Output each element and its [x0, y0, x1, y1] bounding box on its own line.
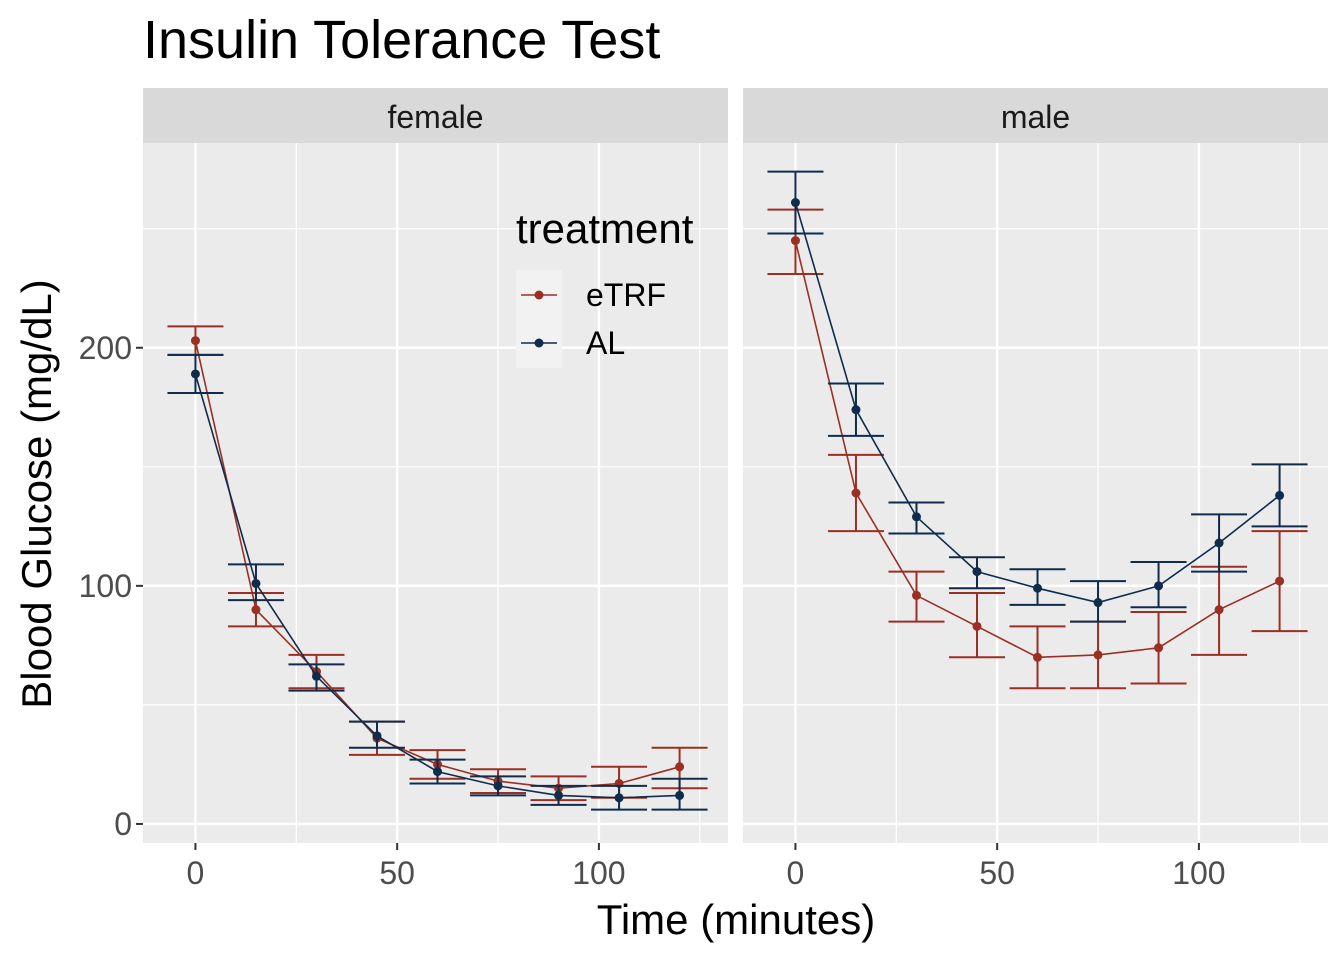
- x-tick-label: 0: [187, 855, 205, 891]
- series-al-female: [167, 353, 708, 811]
- data-point-etrf: [251, 605, 261, 615]
- data-point-al: [433, 767, 443, 777]
- series-al-male: [767, 170, 1308, 623]
- facet-label-male: male: [1001, 99, 1070, 135]
- legend-key-point: [534, 338, 544, 348]
- data-point-al: [1093, 598, 1103, 608]
- y-axis-title: Blood Glucose (mg/dL): [13, 279, 60, 709]
- facet-strip-female: [143, 88, 728, 143]
- x-tick-label: 100: [572, 855, 625, 891]
- data-point-al: [851, 405, 861, 415]
- data-point-al: [1154, 581, 1164, 591]
- data-point-al: [614, 793, 624, 803]
- series-etrf-male: [767, 208, 1308, 690]
- data-point-etrf: [1033, 652, 1043, 662]
- facet-panel-female: female 0 50 100 0 100 200: [79, 88, 728, 891]
- data-point-al: [251, 578, 261, 588]
- data-point-etrf: [1214, 605, 1224, 615]
- facet-panels: female 0 50 100 0 100 200 male 0 50 100: [79, 88, 1328, 891]
- legend-entry-al: AL: [521, 325, 625, 361]
- data-point-al: [1214, 538, 1224, 548]
- data-point-etrf: [972, 621, 982, 631]
- legend-key-background: [516, 270, 562, 368]
- x-tick-label: 0: [787, 855, 805, 891]
- data-point-al: [1275, 490, 1285, 500]
- panel-background: [143, 143, 728, 843]
- data-point-etrf: [190, 336, 200, 346]
- data-point-al: [493, 781, 503, 791]
- gridlines: [143, 143, 728, 843]
- data-point-al: [190, 369, 200, 379]
- x-tick-label: 50: [979, 855, 1015, 891]
- panel-background: [743, 143, 1328, 843]
- facet-strip-male: [743, 88, 1328, 143]
- legend-label: eTRF: [586, 277, 666, 313]
- facet-label-female: female: [387, 99, 483, 135]
- data-point-al: [554, 790, 564, 800]
- legend: treatment eTRF AL: [516, 205, 694, 368]
- y-tick-label: 0: [114, 806, 132, 842]
- data-point-etrf: [1275, 576, 1285, 586]
- data-point-al: [1033, 583, 1043, 593]
- data-point-al: [675, 790, 685, 800]
- data-point-etrf: [911, 590, 921, 600]
- legend-entry-etrf: eTRF: [521, 277, 666, 313]
- data-point-etrf: [1154, 643, 1164, 653]
- x-tick-label: 100: [1172, 855, 1225, 891]
- data-point-al: [372, 731, 382, 741]
- data-point-etrf: [675, 762, 685, 772]
- legend-title: treatment: [516, 205, 694, 252]
- legend-key-point: [534, 290, 544, 300]
- data-point-etrf: [1093, 650, 1103, 660]
- x-tick-label: 50: [379, 855, 415, 891]
- chart-title: Insulin Tolerance Test: [143, 10, 660, 70]
- data-point-etrf: [790, 236, 800, 246]
- legend-label: AL: [586, 325, 625, 361]
- data-point-al: [911, 512, 921, 522]
- y-tick-label: 200: [79, 330, 132, 366]
- data-point-al: [311, 671, 321, 681]
- y-tick-label: 100: [79, 568, 132, 604]
- x-axis-title: Time (minutes): [597, 896, 875, 943]
- data-point-etrf: [851, 488, 861, 498]
- facet-panel-male: male 0 50 100: [743, 88, 1328, 891]
- data-point-al: [972, 567, 982, 577]
- data-point-al: [790, 198, 800, 208]
